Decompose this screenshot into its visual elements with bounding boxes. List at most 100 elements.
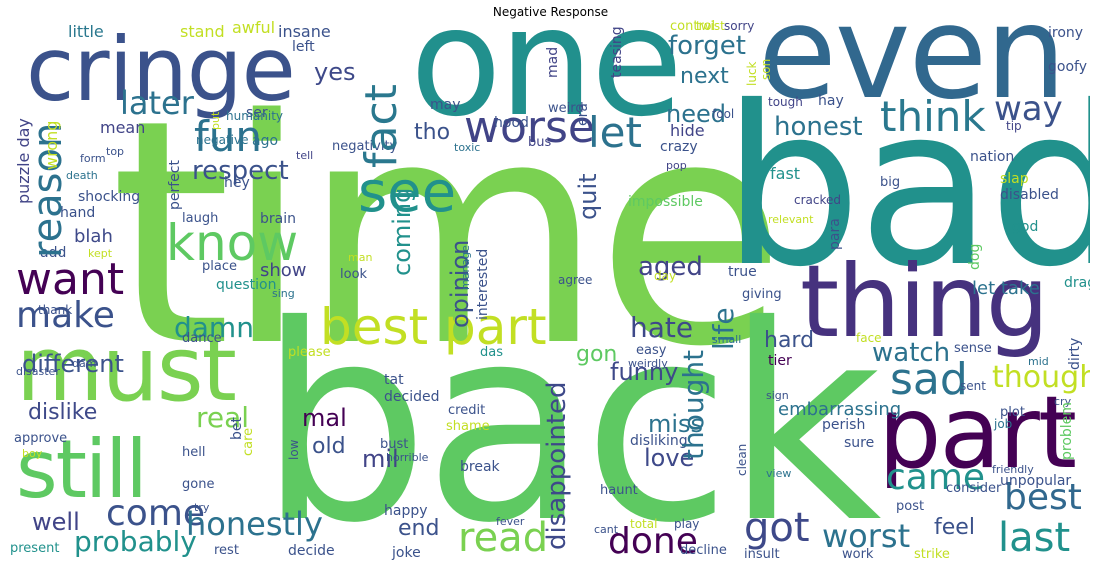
word: present bbox=[10, 541, 60, 556]
word: era bbox=[575, 103, 591, 126]
word: interested bbox=[475, 248, 491, 320]
word: try bbox=[194, 501, 210, 514]
word: work bbox=[842, 547, 874, 562]
word: different bbox=[22, 350, 124, 378]
word: consider bbox=[946, 481, 1002, 496]
word: man bbox=[348, 251, 373, 264]
word: pop bbox=[666, 159, 687, 172]
word: teasing bbox=[609, 26, 625, 78]
word: toxic bbox=[454, 141, 481, 154]
word: hate bbox=[630, 311, 694, 344]
word: embarrassing bbox=[778, 399, 902, 420]
word: horrible bbox=[386, 451, 429, 464]
word: perfect bbox=[167, 160, 183, 210]
word: bad bbox=[722, 59, 1090, 315]
word: sent bbox=[960, 379, 986, 393]
word: hard bbox=[764, 328, 815, 353]
word: luck bbox=[745, 61, 759, 87]
word: fool bbox=[712, 107, 735, 121]
word: play bbox=[674, 517, 700, 531]
word: cant bbox=[594, 523, 619, 536]
word: coming bbox=[388, 187, 416, 276]
word: watch bbox=[872, 338, 951, 368]
word: credit bbox=[448, 403, 486, 418]
word: sorry bbox=[724, 20, 755, 33]
word: shame bbox=[446, 419, 490, 434]
word: control bbox=[670, 20, 716, 34]
word: disliking bbox=[630, 433, 688, 449]
word: stand bbox=[180, 22, 225, 41]
word: sign bbox=[766, 389, 789, 402]
word: probably bbox=[74, 525, 197, 558]
word: approve bbox=[14, 431, 68, 446]
word: post bbox=[896, 499, 925, 514]
word: tip bbox=[1006, 119, 1022, 133]
word: view bbox=[766, 467, 792, 480]
word: tier bbox=[768, 353, 792, 369]
word: thought bbox=[677, 349, 710, 460]
word: puzzle day bbox=[14, 118, 33, 204]
word: dragged bbox=[1064, 275, 1090, 291]
word: wrong bbox=[42, 120, 61, 170]
word: add bbox=[40, 245, 67, 261]
word: later bbox=[120, 84, 194, 122]
word: twist bbox=[696, 20, 725, 33]
word: brain bbox=[260, 211, 296, 227]
word: show bbox=[260, 260, 307, 281]
word: joke bbox=[392, 545, 421, 561]
word: tell bbox=[296, 149, 314, 162]
word: forget bbox=[668, 31, 746, 61]
word: humanity bbox=[226, 109, 283, 123]
word: see bbox=[358, 160, 457, 225]
word: one bbox=[410, 20, 683, 150]
word: aged bbox=[638, 252, 703, 282]
word: need bbox=[666, 100, 726, 128]
word: back bbox=[258, 267, 882, 565]
word: yes bbox=[314, 58, 356, 86]
word: care bbox=[241, 427, 256, 456]
word: though bbox=[992, 360, 1090, 395]
word: think bbox=[880, 92, 986, 141]
word: relevant bbox=[768, 213, 814, 226]
word: cracked bbox=[794, 193, 842, 207]
word: cry bbox=[1054, 395, 1072, 408]
word: part bbox=[878, 374, 1077, 491]
word: strike bbox=[914, 547, 950, 562]
word: decline bbox=[680, 543, 727, 558]
chart-title: Negative Response bbox=[492, 5, 609, 19]
word: big bbox=[880, 175, 901, 190]
word: small bbox=[712, 333, 742, 346]
word: weird bbox=[548, 101, 584, 116]
word: gone bbox=[182, 477, 215, 492]
word: low bbox=[287, 439, 301, 461]
word: ago bbox=[252, 133, 279, 149]
word: bus bbox=[528, 135, 552, 150]
word: mean bbox=[100, 118, 146, 137]
word: ser bbox=[246, 105, 268, 121]
word: real bbox=[196, 401, 250, 434]
word: read bbox=[458, 515, 549, 561]
word: disappointed bbox=[542, 381, 572, 550]
word: quit bbox=[574, 173, 602, 220]
word: day bbox=[654, 269, 677, 283]
word: plot bbox=[1000, 405, 1025, 420]
word: decided bbox=[384, 389, 440, 405]
word: honest bbox=[774, 112, 863, 142]
word: sing bbox=[272, 287, 295, 300]
word: decide bbox=[288, 543, 335, 559]
word: impossible bbox=[628, 194, 703, 210]
word: shocking bbox=[78, 189, 141, 205]
word: weirdly bbox=[628, 357, 668, 370]
word: place bbox=[202, 259, 237, 274]
word: nation bbox=[970, 149, 1015, 165]
word: best bbox=[1004, 477, 1082, 518]
word: kept bbox=[88, 247, 113, 260]
word: negativity bbox=[332, 139, 398, 154]
word: happy bbox=[384, 503, 428, 519]
word: best part bbox=[320, 298, 547, 356]
word: love bbox=[644, 444, 695, 472]
word: mil bbox=[362, 445, 399, 473]
word: want bbox=[16, 254, 125, 305]
word: disabled bbox=[1000, 187, 1059, 203]
word: done bbox=[608, 521, 698, 562]
